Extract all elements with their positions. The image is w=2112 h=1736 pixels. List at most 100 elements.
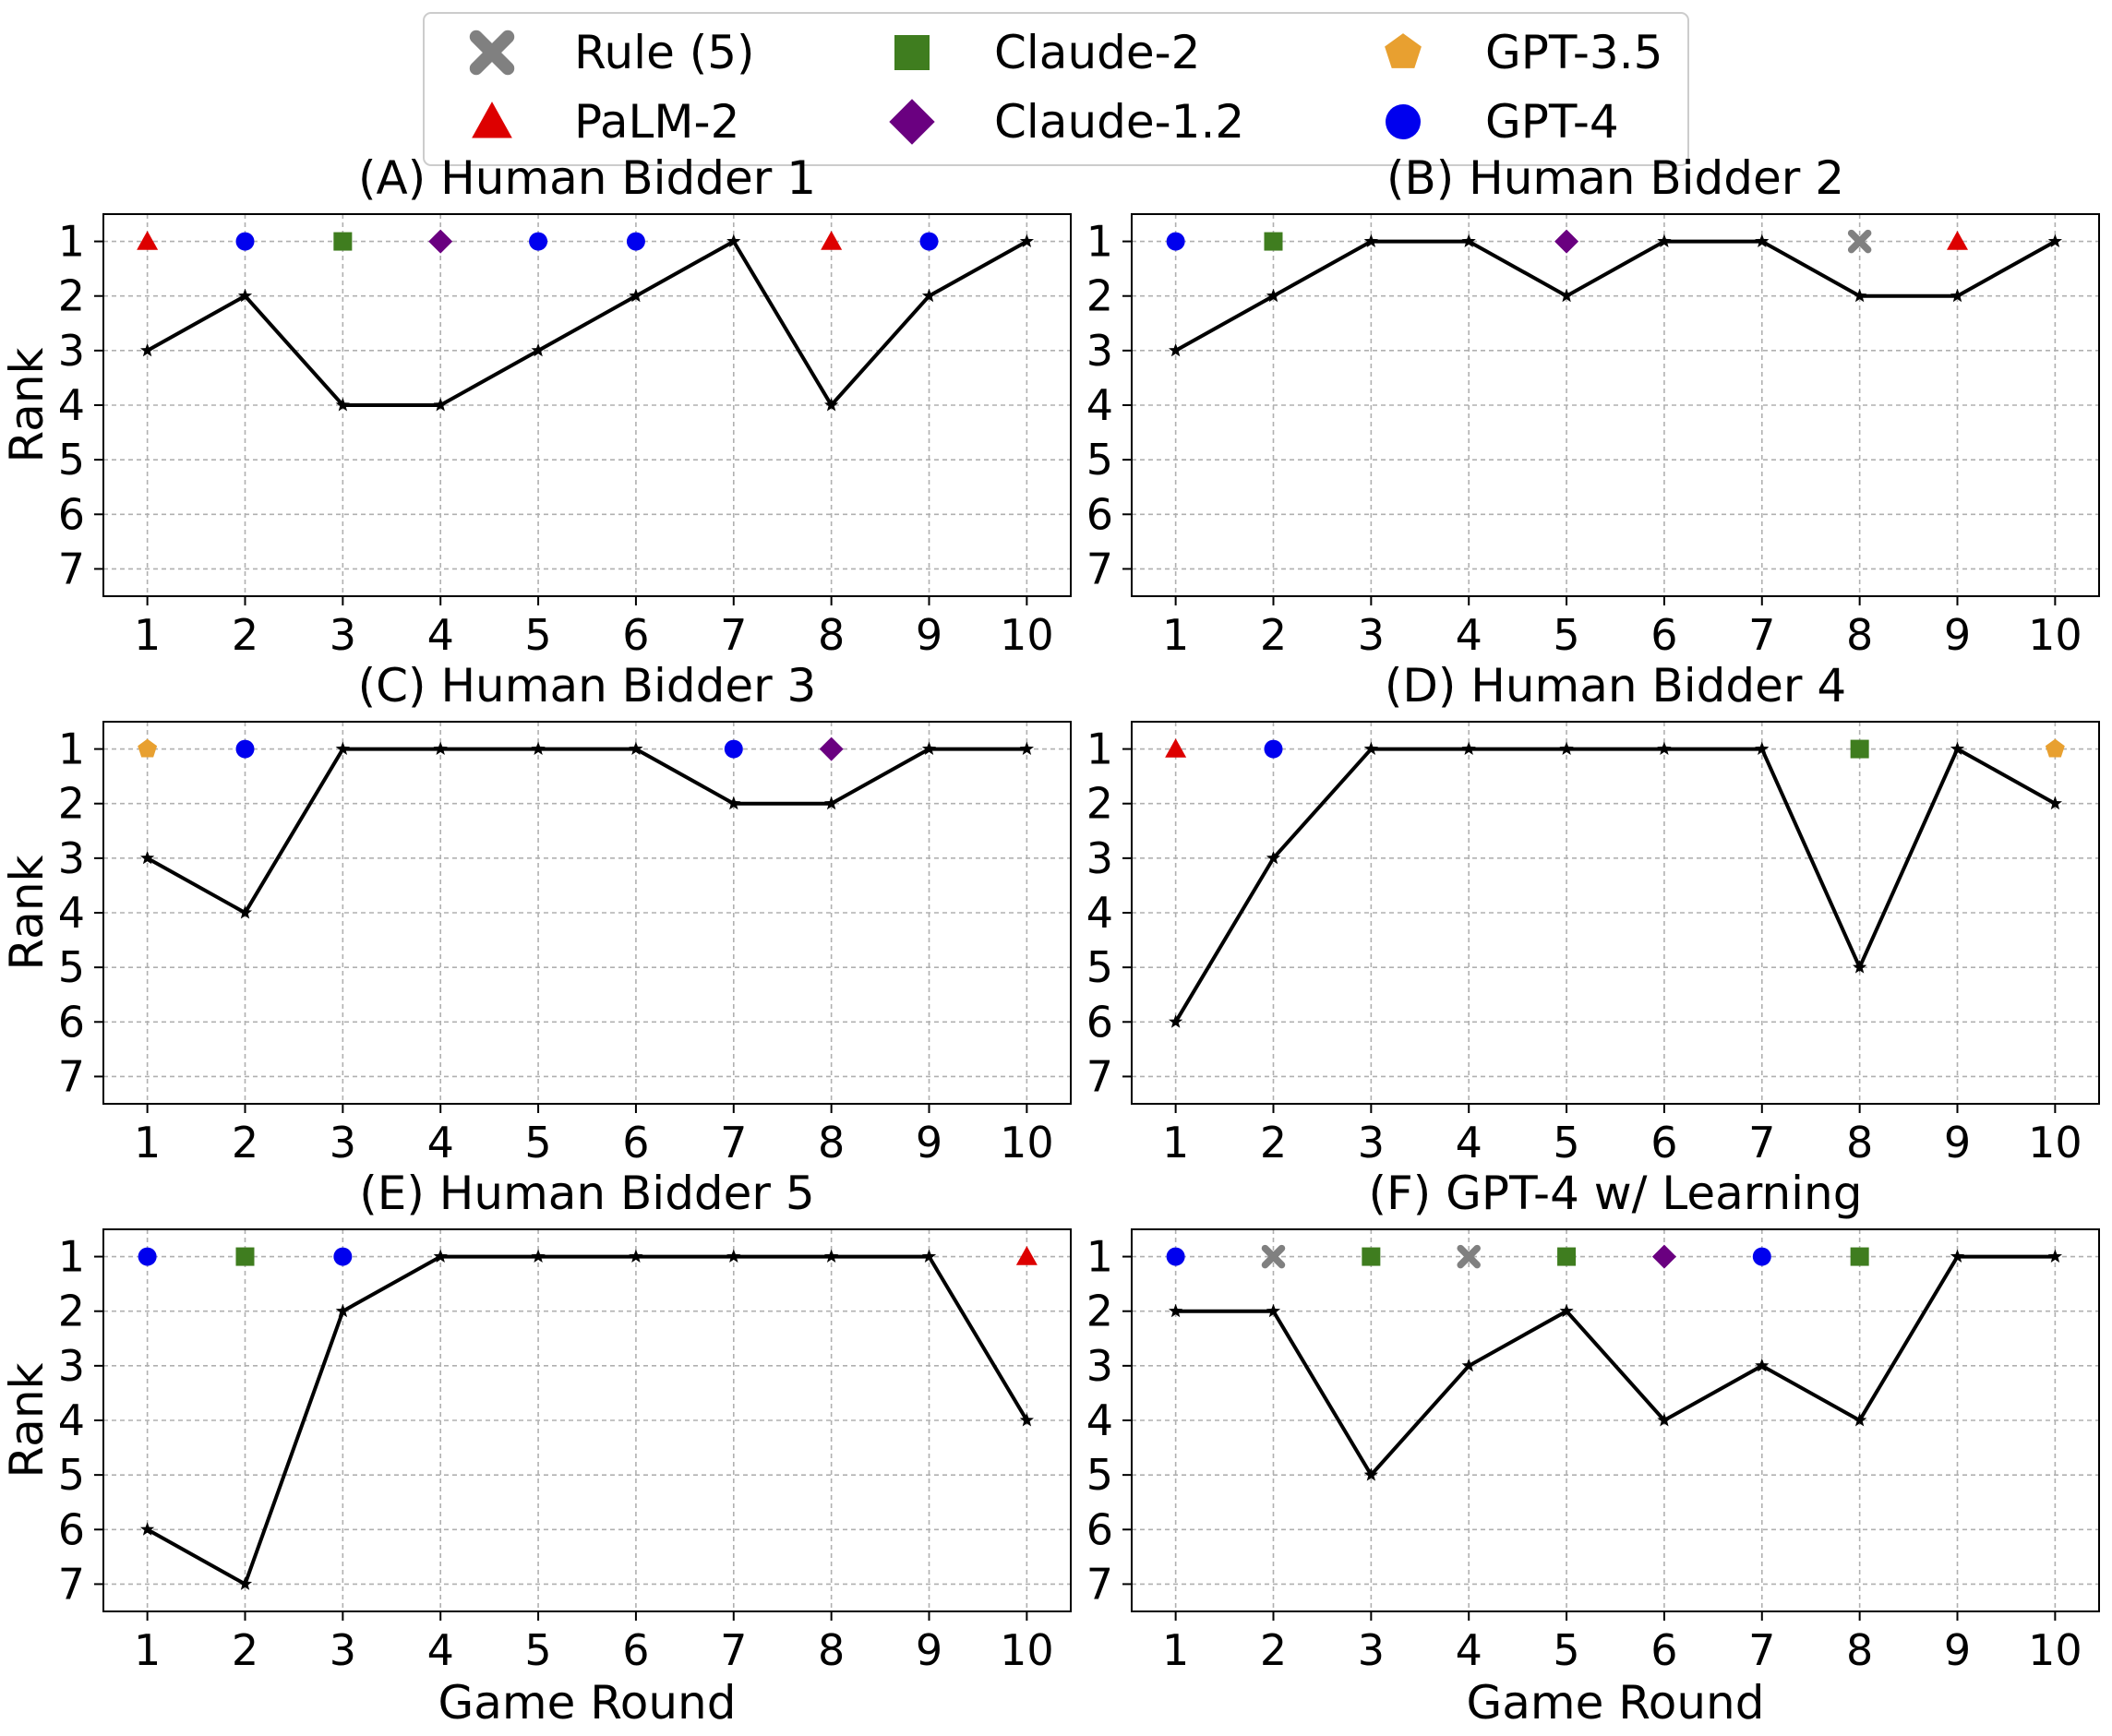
x-tick-label: 10 xyxy=(2028,1625,2082,1675)
y-tick-label: 3 xyxy=(58,326,85,376)
x-tick-label: 1 xyxy=(134,1118,161,1167)
rank-point xyxy=(433,398,448,412)
rank-point xyxy=(1019,1413,1034,1427)
panel-title: (E) Human Bidder 5 xyxy=(359,1167,814,1220)
x-tick-label: 3 xyxy=(330,1118,356,1167)
x-tick-label: 2 xyxy=(1260,1118,1287,1167)
rank-point xyxy=(1559,288,1574,303)
rank-point xyxy=(1755,1358,1770,1372)
y-tick-label: 3 xyxy=(1086,833,1113,883)
x-tick-label: 6 xyxy=(1650,1625,1677,1675)
x-tick-label: 9 xyxy=(916,1118,942,1167)
x-tick-label: 7 xyxy=(1748,1118,1775,1167)
rank-point xyxy=(921,1249,937,1263)
rank-point xyxy=(1363,233,1378,247)
x-tick-label: 5 xyxy=(524,1118,551,1167)
rank-point xyxy=(629,1249,643,1263)
x-tick-label: 2 xyxy=(232,1625,258,1675)
rank-point xyxy=(1266,1303,1281,1318)
x-tick-label: 3 xyxy=(330,610,356,660)
x-tick-label: 5 xyxy=(524,610,551,660)
winner-marker-claude2 xyxy=(1850,1247,1869,1266)
rank-point xyxy=(921,288,937,303)
x-tick-label: 8 xyxy=(818,610,845,660)
x-tick-label: 3 xyxy=(1358,1625,1385,1675)
rank-point xyxy=(140,1522,155,1536)
panel-title: (F) GPT-4 w/ Learning xyxy=(1369,1167,1863,1220)
rank-line xyxy=(146,1254,1029,1587)
y-tick-label: 7 xyxy=(58,1559,85,1609)
rank-line xyxy=(1174,239,2057,353)
winner-marker-gpt4 xyxy=(919,232,939,251)
x-tick-label: 4 xyxy=(427,1118,454,1167)
rank-point xyxy=(1755,233,1770,247)
winner-marker-rule5 xyxy=(1847,229,1872,254)
rank-point xyxy=(2047,1249,2062,1263)
rank-point xyxy=(1853,960,1867,974)
y-tick-label: 1 xyxy=(1086,1232,1113,1282)
rank-point xyxy=(1853,288,1867,303)
y-tick-label: 2 xyxy=(1086,1287,1113,1336)
legend-label-rule5: Rule (5) xyxy=(574,26,755,79)
x-tick-label: 5 xyxy=(1553,610,1579,660)
winner-marker-claude12 xyxy=(1554,229,1579,254)
x-tick-label: 3 xyxy=(1358,1118,1385,1167)
rank-point xyxy=(1559,741,1574,755)
winner-marker-claude2 xyxy=(1557,1247,1577,1266)
x-tick-label: 3 xyxy=(1358,610,1385,660)
x-tick-label: 4 xyxy=(1456,1625,1482,1675)
x-tick-label: 10 xyxy=(1000,1625,1054,1675)
rank-point xyxy=(335,741,350,755)
winner-marker-gpt35 xyxy=(2045,738,2065,758)
x-tick-label: 1 xyxy=(1162,1118,1189,1167)
rank-point xyxy=(335,398,350,412)
x-tick-label: 5 xyxy=(1553,1625,1579,1675)
legend-label-claude12: Claude-1.2 xyxy=(994,95,1244,149)
x-tick-label: 8 xyxy=(1846,610,1873,660)
rank-point xyxy=(726,796,741,810)
rank-point xyxy=(1461,233,1476,247)
rank-point xyxy=(531,741,546,755)
y-tick-label: 1 xyxy=(58,1232,85,1282)
rank-point xyxy=(140,342,155,357)
y-tick-label: 6 xyxy=(1086,997,1113,1047)
rank-point xyxy=(1853,1413,1867,1427)
rank-point xyxy=(629,288,643,303)
y-tick-label: 5 xyxy=(58,1450,85,1500)
x-tick-label: 4 xyxy=(427,1625,454,1675)
x-tick-label: 9 xyxy=(916,1625,942,1675)
winner-marker-claude2 xyxy=(1850,739,1869,759)
rank-point xyxy=(1950,288,1965,303)
x-tick-label: 9 xyxy=(916,610,942,660)
x-tick-label: 6 xyxy=(622,1118,649,1167)
y-tick-label: 6 xyxy=(1086,489,1113,539)
rank-line xyxy=(1175,1254,2056,1479)
y-tick-label: 1 xyxy=(58,217,85,267)
x-tick-label: 1 xyxy=(134,610,161,660)
y-tick-label: 1 xyxy=(1086,217,1113,267)
y-tick-label: 4 xyxy=(1086,1395,1113,1445)
x-tick-label: 10 xyxy=(2028,1118,2082,1167)
winner-marker-gpt35 xyxy=(138,738,158,758)
rank-line xyxy=(1173,746,2057,1024)
x-tick-label: 8 xyxy=(818,1118,845,1167)
rank-point xyxy=(335,1303,350,1318)
rank-point xyxy=(1266,850,1281,865)
y-tick-label: 7 xyxy=(58,1051,85,1101)
y-tick-label: 2 xyxy=(1086,271,1113,321)
y-tick-label: 2 xyxy=(58,1287,85,1336)
y-axis-label: Rank xyxy=(0,347,54,462)
winner-marker-gpt4 xyxy=(1752,1247,1771,1266)
winner-marker-palm2 xyxy=(1015,1246,1038,1265)
y-tick-label: 3 xyxy=(1086,1341,1113,1391)
panel-title: (C) Human Bidder 3 xyxy=(358,659,817,712)
y-tick-label: 5 xyxy=(1086,942,1113,992)
rank-point xyxy=(1363,741,1378,755)
legend-marker-gpt4 xyxy=(1386,104,1421,139)
legend-marker-gpt35 xyxy=(1385,33,1422,68)
winner-marker-claude12 xyxy=(1651,1244,1676,1269)
y-tick-label: 3 xyxy=(58,1341,85,1391)
winner-marker-gpt4 xyxy=(724,739,743,759)
x-tick-label: 7 xyxy=(720,1625,747,1675)
